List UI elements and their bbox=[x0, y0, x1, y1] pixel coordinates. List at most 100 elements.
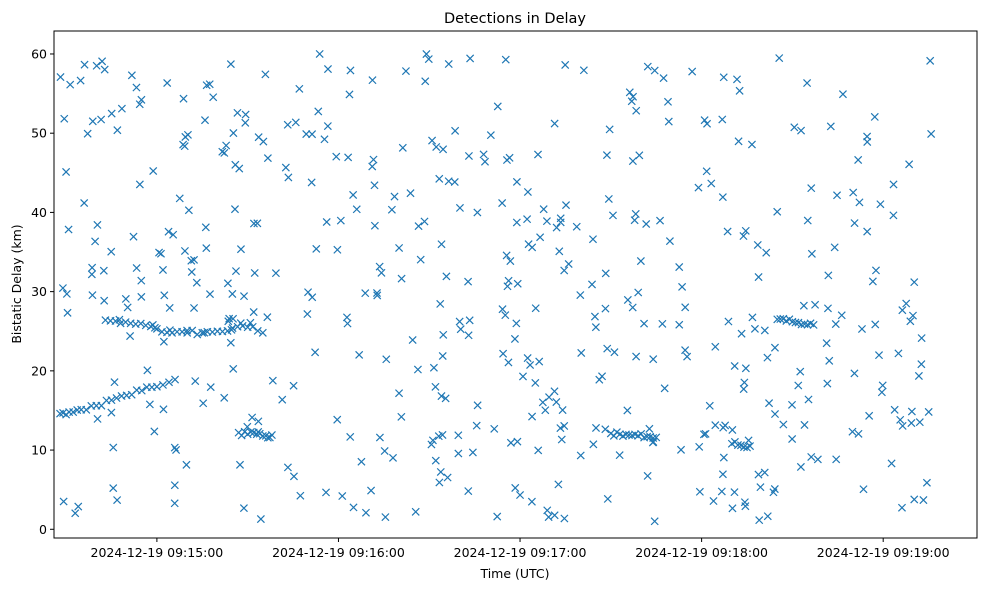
x-tick-label: 2024-12-19 09:18:00 bbox=[635, 545, 768, 560]
data-point bbox=[284, 173, 293, 182]
data-point bbox=[543, 506, 552, 515]
data-point bbox=[109, 443, 118, 452]
data-point bbox=[773, 207, 782, 216]
data-point bbox=[556, 424, 565, 433]
data-point bbox=[263, 433, 272, 442]
data-point bbox=[137, 276, 146, 285]
data-point bbox=[87, 270, 96, 279]
data-point bbox=[149, 166, 158, 176]
data-point bbox=[632, 352, 641, 361]
data-point bbox=[439, 330, 448, 339]
data-point bbox=[746, 442, 755, 451]
data-point bbox=[719, 453, 728, 462]
data-point bbox=[229, 314, 238, 323]
data-point bbox=[202, 244, 211, 253]
data-point bbox=[650, 66, 659, 75]
data-point bbox=[464, 331, 473, 340]
data-point bbox=[601, 304, 610, 313]
data-point bbox=[278, 395, 287, 404]
data-point bbox=[572, 222, 581, 231]
data-point bbox=[728, 504, 737, 513]
data-point bbox=[88, 291, 97, 300]
data-point bbox=[201, 223, 210, 232]
data-point bbox=[123, 303, 132, 312]
data-point bbox=[465, 316, 474, 325]
data-point bbox=[397, 274, 406, 283]
data-point bbox=[658, 319, 667, 328]
data-point bbox=[63, 308, 72, 317]
data-point bbox=[441, 394, 450, 403]
data-point bbox=[444, 60, 453, 69]
data-point bbox=[422, 50, 431, 59]
data-point bbox=[501, 311, 510, 320]
data-point bbox=[531, 378, 540, 387]
data-point bbox=[493, 102, 502, 111]
data-point bbox=[455, 203, 464, 212]
data-point bbox=[428, 436, 437, 445]
data-point bbox=[718, 470, 727, 479]
markers bbox=[56, 49, 936, 526]
data-point bbox=[643, 432, 652, 441]
data-point bbox=[344, 153, 353, 162]
data-point bbox=[267, 430, 276, 440]
data-point bbox=[776, 315, 785, 324]
data-point bbox=[588, 235, 598, 244]
data-point bbox=[554, 480, 563, 489]
data-point bbox=[876, 200, 885, 209]
data-point bbox=[228, 289, 237, 298]
data-point bbox=[296, 491, 305, 500]
data-point bbox=[915, 418, 924, 427]
data-point bbox=[241, 118, 250, 127]
data-point bbox=[917, 360, 926, 369]
data-point bbox=[295, 84, 304, 93]
data-point bbox=[763, 512, 772, 521]
data-point bbox=[187, 267, 196, 277]
data-point bbox=[361, 289, 370, 298]
data-point bbox=[723, 227, 732, 236]
data-point bbox=[683, 352, 692, 361]
data-point bbox=[894, 349, 903, 358]
data-point bbox=[854, 155, 863, 164]
data-point bbox=[871, 320, 880, 329]
data-point bbox=[209, 93, 218, 102]
data-point bbox=[908, 311, 917, 320]
data-point bbox=[775, 54, 784, 63]
data-point bbox=[323, 65, 332, 74]
data-point bbox=[314, 107, 323, 116]
data-point bbox=[99, 266, 108, 275]
data-point bbox=[718, 193, 727, 202]
data-point bbox=[235, 164, 244, 173]
data-point bbox=[705, 401, 714, 410]
data-point bbox=[375, 433, 384, 442]
data-point bbox=[473, 208, 482, 217]
data-point bbox=[837, 311, 846, 320]
data-point bbox=[799, 301, 808, 310]
data-point bbox=[874, 351, 884, 360]
data-point bbox=[183, 328, 192, 337]
data-point bbox=[226, 338, 235, 347]
data-point bbox=[222, 141, 231, 150]
data-point bbox=[556, 214, 565, 223]
data-point bbox=[200, 116, 210, 125]
data-point bbox=[375, 262, 384, 271]
data-point bbox=[603, 344, 612, 353]
data-point bbox=[538, 398, 547, 407]
data-point bbox=[769, 488, 778, 497]
data-point bbox=[110, 378, 119, 387]
data-point bbox=[663, 97, 673, 106]
data-point bbox=[707, 179, 716, 188]
data-point bbox=[121, 294, 130, 303]
data-point bbox=[660, 384, 669, 393]
data-point bbox=[850, 369, 859, 378]
data-point bbox=[628, 157, 637, 166]
data-point bbox=[205, 290, 215, 299]
data-point bbox=[917, 334, 926, 343]
y-tick-label: 30 bbox=[31, 284, 47, 299]
data-point bbox=[719, 423, 728, 432]
data-point bbox=[765, 399, 774, 408]
data-point bbox=[231, 267, 240, 276]
data-point bbox=[349, 190, 358, 199]
data-point bbox=[401, 67, 410, 76]
data-point bbox=[421, 77, 430, 86]
data-point bbox=[887, 459, 896, 468]
